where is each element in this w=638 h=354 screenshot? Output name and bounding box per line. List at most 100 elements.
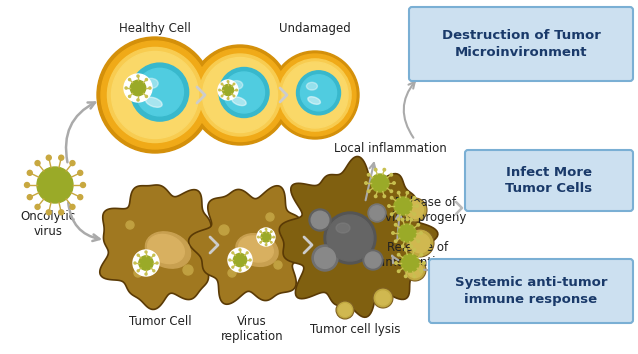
Circle shape xyxy=(59,210,64,215)
Circle shape xyxy=(373,288,393,308)
Circle shape xyxy=(404,259,426,281)
Circle shape xyxy=(232,266,234,268)
Text: Release of
tumor antigens: Release of tumor antigens xyxy=(373,241,463,269)
Circle shape xyxy=(367,190,370,193)
Circle shape xyxy=(80,183,85,188)
Circle shape xyxy=(199,54,281,136)
Ellipse shape xyxy=(232,97,246,105)
Circle shape xyxy=(218,80,238,100)
Circle shape xyxy=(401,218,404,221)
Circle shape xyxy=(145,79,147,81)
Circle shape xyxy=(101,41,209,149)
Circle shape xyxy=(274,54,356,136)
Circle shape xyxy=(271,51,359,139)
Circle shape xyxy=(125,87,127,89)
Circle shape xyxy=(324,212,376,264)
Circle shape xyxy=(78,170,83,175)
Circle shape xyxy=(134,269,142,277)
Ellipse shape xyxy=(144,78,158,88)
Text: Tumor cell lysis: Tumor cell lysis xyxy=(310,323,400,336)
Circle shape xyxy=(202,57,278,132)
Circle shape xyxy=(35,161,40,166)
FancyBboxPatch shape xyxy=(465,150,633,211)
Circle shape xyxy=(221,83,223,85)
Circle shape xyxy=(70,204,75,210)
Circle shape xyxy=(383,169,385,171)
Circle shape xyxy=(223,72,265,113)
Circle shape xyxy=(315,247,336,268)
Circle shape xyxy=(413,249,415,251)
Circle shape xyxy=(153,254,155,256)
Circle shape xyxy=(136,68,183,116)
Circle shape xyxy=(401,254,419,272)
Circle shape xyxy=(300,75,337,111)
Circle shape xyxy=(311,211,329,229)
Circle shape xyxy=(375,195,377,198)
Circle shape xyxy=(234,83,235,85)
Circle shape xyxy=(137,99,139,101)
Circle shape xyxy=(393,182,396,184)
Circle shape xyxy=(221,95,223,97)
Circle shape xyxy=(156,262,158,264)
Ellipse shape xyxy=(147,234,184,264)
Circle shape xyxy=(417,240,420,242)
Circle shape xyxy=(239,269,241,271)
Circle shape xyxy=(145,95,147,97)
Circle shape xyxy=(265,229,267,230)
Circle shape xyxy=(365,252,381,268)
Circle shape xyxy=(397,192,400,194)
Circle shape xyxy=(413,275,415,278)
Ellipse shape xyxy=(145,97,162,107)
Circle shape xyxy=(390,190,392,193)
Circle shape xyxy=(134,262,136,264)
Circle shape xyxy=(413,196,415,199)
Circle shape xyxy=(229,259,231,261)
FancyBboxPatch shape xyxy=(409,7,633,81)
Circle shape xyxy=(423,262,426,264)
Circle shape xyxy=(128,79,131,81)
Circle shape xyxy=(124,74,152,102)
Circle shape xyxy=(239,249,241,251)
Circle shape xyxy=(137,270,139,272)
Circle shape xyxy=(258,236,259,238)
Circle shape xyxy=(193,48,286,142)
Circle shape xyxy=(227,81,229,82)
Circle shape xyxy=(365,182,367,184)
Circle shape xyxy=(153,270,155,272)
Circle shape xyxy=(130,80,145,96)
Circle shape xyxy=(47,155,51,160)
Ellipse shape xyxy=(306,82,318,90)
Circle shape xyxy=(339,304,352,316)
Circle shape xyxy=(236,89,237,91)
Circle shape xyxy=(376,291,390,305)
Ellipse shape xyxy=(239,236,273,262)
Circle shape xyxy=(228,269,236,277)
Circle shape xyxy=(24,183,29,188)
Polygon shape xyxy=(100,185,226,309)
Circle shape xyxy=(420,232,422,234)
Circle shape xyxy=(367,173,370,176)
Circle shape xyxy=(234,95,235,97)
Text: Release of
virus progeny: Release of virus progeny xyxy=(385,196,466,224)
Circle shape xyxy=(410,245,413,247)
Circle shape xyxy=(390,213,393,216)
Circle shape xyxy=(406,192,408,194)
Circle shape xyxy=(131,63,189,121)
Circle shape xyxy=(126,221,134,229)
Circle shape xyxy=(59,155,64,160)
Text: Local inflammation: Local inflammation xyxy=(334,142,447,154)
Circle shape xyxy=(282,62,348,128)
Polygon shape xyxy=(189,186,315,304)
Circle shape xyxy=(312,245,338,271)
Circle shape xyxy=(107,47,202,143)
Circle shape xyxy=(219,225,229,235)
Circle shape xyxy=(234,253,247,267)
Circle shape xyxy=(232,252,234,254)
Circle shape xyxy=(417,223,420,226)
FancyBboxPatch shape xyxy=(429,259,633,323)
Text: Oncolytic
virus: Oncolytic virus xyxy=(20,210,75,238)
Circle shape xyxy=(128,95,131,97)
Circle shape xyxy=(309,209,331,231)
Circle shape xyxy=(112,51,198,138)
Circle shape xyxy=(219,68,269,118)
